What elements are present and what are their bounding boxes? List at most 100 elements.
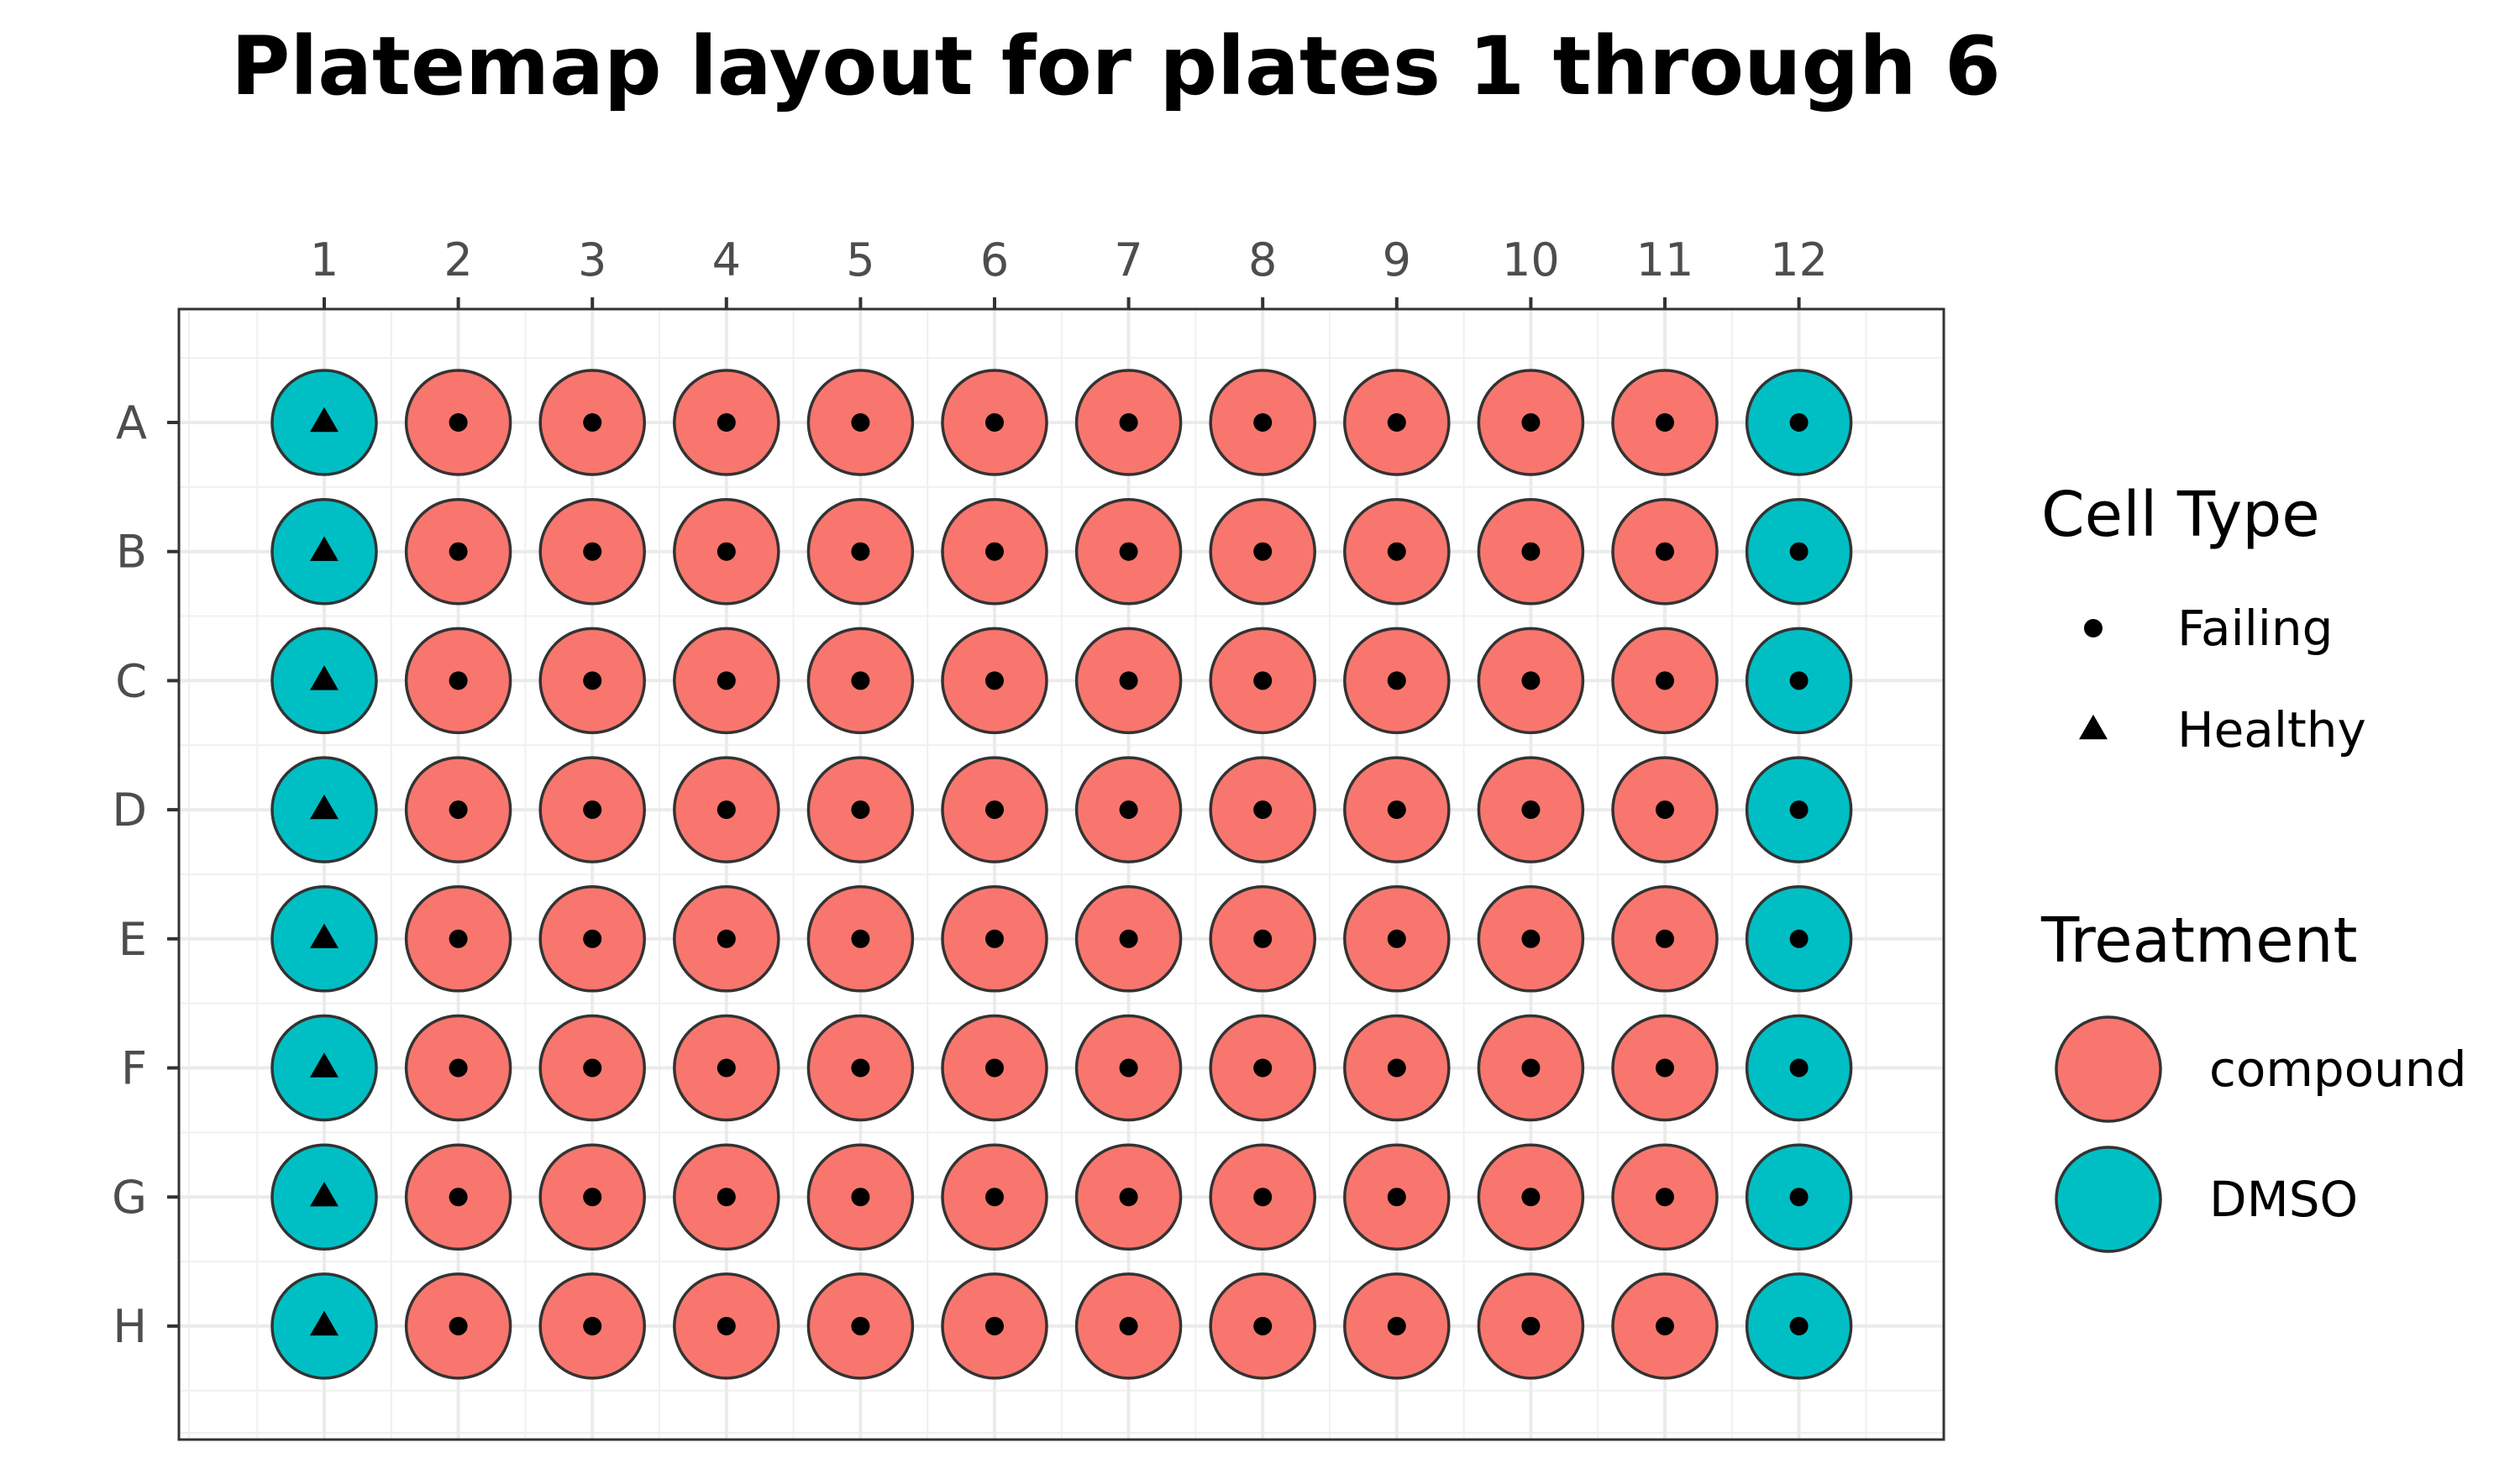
well-b7 [1074,497,1183,606]
well-marker-dot [1656,542,1674,561]
well-g7 [1074,1143,1183,1251]
well-g1 [270,1143,378,1251]
well-marker-dot [985,671,1004,690]
well-marker-dot [1521,929,1541,948]
well-marker-dot [1521,413,1541,432]
well-marker-dot [1656,1316,1674,1335]
well-marker-dot [583,929,602,948]
well-h6 [941,1272,1048,1380]
well-a3 [538,369,646,476]
well-marker-dot [1521,542,1541,561]
well-h5 [806,1272,915,1380]
well-c5 [806,627,915,735]
legend-title-cell-type: Cell Type [2041,479,2320,551]
well-marker-dot [583,1188,602,1207]
well-marker-dot [851,1316,870,1335]
well-marker-dot [985,1188,1004,1207]
x-tick-label-12: 12 [1770,233,1828,286]
well-marker-dot [717,542,736,561]
well-b3 [538,497,646,606]
well-marker-triangle [310,1052,339,1078]
well-marker-dot [851,800,870,820]
well-marker-dot [717,800,736,820]
well-marker-dot [1387,1188,1406,1207]
well-e1 [270,885,378,993]
x-tick-label-1: 1 [310,233,339,286]
legend-key-healthy-icon [2079,714,2108,740]
well-d5 [806,756,915,863]
well-c1 [270,627,378,735]
well-c2 [404,627,512,735]
well-a2 [404,369,512,476]
x-tick-label-10: 10 [1502,233,1560,286]
well-g9 [1343,1143,1451,1251]
well-f1 [270,1014,378,1122]
well-h9 [1343,1272,1451,1380]
well-h7 [1074,1272,1183,1380]
well-b12 [1745,497,1853,606]
well-a10 [1477,369,1585,476]
well-e5 [806,885,915,993]
well-c3 [538,627,646,735]
well-a8 [1209,369,1316,476]
well-marker-dot [1253,413,1273,432]
well-f4 [673,1014,780,1122]
well-marker-dot [449,542,468,561]
legend: Cell Type Treatment Failing Healthy compou… [2040,479,2467,1253]
well-d7 [1074,756,1183,863]
well-e4 [673,885,780,993]
well-b2 [404,497,512,606]
well-a1 [270,369,378,476]
well-b6 [941,497,1048,606]
well-f5 [806,1014,915,1122]
well-marker-dot [1387,929,1406,948]
well-marker-dot [717,1316,736,1335]
well-marker-dot [1119,671,1138,690]
well-marker-dot [583,1058,602,1078]
well-marker-dot [1521,1058,1541,1078]
well-marker-dot [449,1188,468,1207]
well-marker-dot [985,1316,1004,1335]
well-marker-dot [851,413,870,432]
well-a4 [673,369,780,476]
well-marker-dot [1119,929,1138,948]
legend-label-compound: compound [2209,1041,2467,1098]
well-marker-dot [1789,1316,1809,1335]
well-d9 [1343,756,1451,863]
well-b5 [806,497,915,606]
x-tick-label-6: 6 [980,233,1009,286]
well-f6 [941,1014,1048,1122]
well-e12 [1745,885,1853,993]
well-marker-dot [985,929,1004,948]
well-marker-dot [449,1058,468,1078]
well-marker-dot [717,929,736,948]
well-d2 [404,756,512,863]
y-tick-label-d: D [112,784,147,837]
well-d10 [1477,756,1585,863]
well-f10 [1477,1014,1585,1122]
well-c6 [941,627,1048,735]
y-tick-label-b: B [116,526,147,579]
well-marker-dot [985,413,1004,432]
wells [270,369,1853,1380]
well-marker-dot [1253,542,1273,561]
well-marker-dot [583,671,602,690]
y-tick-label-f: F [121,1042,147,1095]
well-marker-dot [583,542,602,561]
well-h1 [270,1272,378,1380]
well-d4 [673,756,780,863]
panel-border [177,307,1945,1441]
well-marker-dot [1656,929,1674,948]
legend-label-dmso: DMSO [2209,1171,2358,1228]
well-marker-triangle [310,923,339,948]
well-marker-dot [1253,1188,1273,1207]
well-marker-dot [1387,542,1406,561]
well-marker-dot [449,800,468,820]
well-g12 [1745,1143,1853,1251]
well-marker-dot [1119,542,1138,561]
well-marker-dot [449,929,468,948]
well-marker-triangle [310,794,339,820]
well-marker-dot [1656,413,1674,432]
well-marker-triangle [310,536,339,561]
